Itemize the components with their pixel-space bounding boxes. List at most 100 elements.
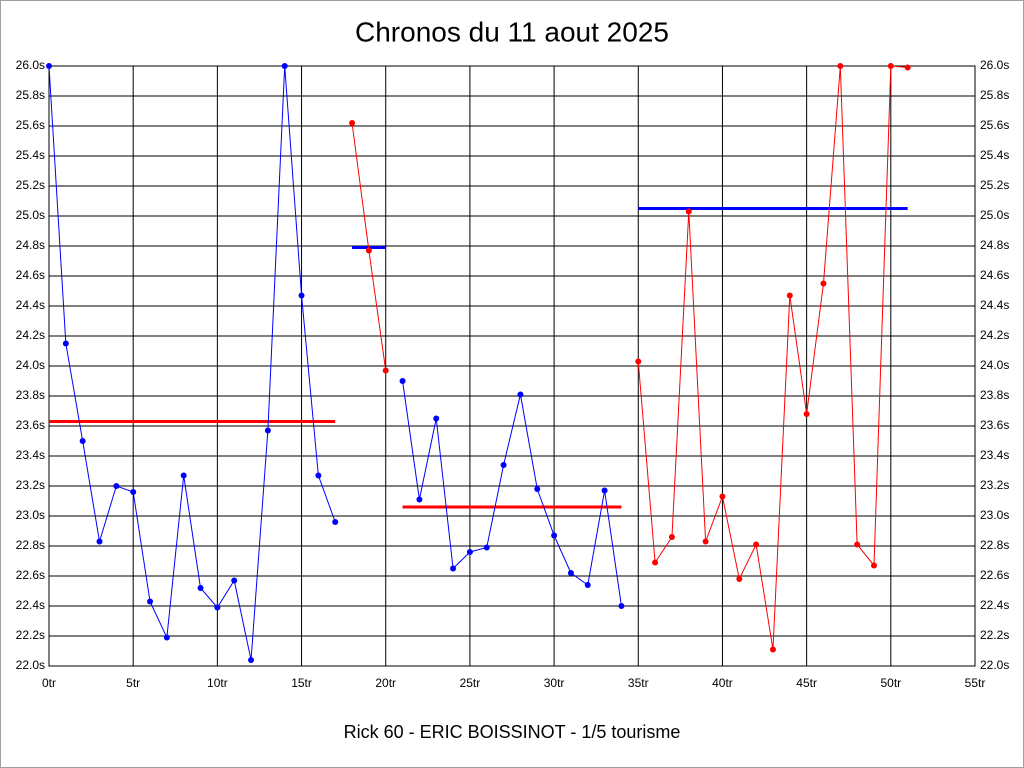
- point: [62, 340, 69, 347]
- x-tick-label: 0tr: [42, 676, 56, 690]
- y-tick-label: 26.0s: [16, 58, 45, 72]
- point: [332, 519, 339, 525]
- x-tick-label: 35tr: [628, 676, 649, 690]
- y2-tick-label: 23.8s: [980, 388, 1009, 402]
- y-tick-label: 22.0s: [16, 658, 45, 672]
- point: [298, 292, 305, 299]
- y-tick-label: 24.2s: [16, 328, 45, 342]
- point: [803, 411, 810, 417]
- y-tick-label: 24.6s: [16, 268, 45, 282]
- point: [635, 358, 642, 365]
- y-tick-label: 22.8s: [16, 538, 45, 552]
- y2-tick-label: 25.6s: [980, 118, 1009, 132]
- y2-tick-label: 22.2s: [980, 628, 1009, 642]
- y-tick-label: 22.4s: [16, 598, 45, 612]
- point: [180, 472, 187, 479]
- y2-tick-label: 24.8s: [980, 238, 1009, 252]
- y2-tick-label: 24.2s: [980, 328, 1009, 342]
- point: [702, 538, 709, 545]
- point: [601, 487, 608, 494]
- point: [214, 604, 221, 611]
- point: [820, 280, 827, 287]
- point: [79, 438, 86, 444]
- y-tick-label: 22.6s: [16, 568, 45, 582]
- x-axis-label: Rick 60 - ERIC BOISSINOT - 1/5 tourisme: [344, 722, 681, 742]
- point: [450, 565, 457, 572]
- point: [281, 63, 288, 69]
- y2-tick-label: 23.6s: [980, 418, 1009, 432]
- point: [736, 576, 743, 582]
- y2-tick-label: 26.0s: [980, 58, 1009, 72]
- x-tick-label: 55tr: [965, 676, 986, 690]
- point: [96, 538, 103, 545]
- y2-tick-label: 22.0s: [980, 658, 1009, 672]
- point: [264, 427, 271, 434]
- y2-tick-label: 24.4s: [980, 298, 1009, 312]
- point: [349, 120, 356, 126]
- plot-border: [48, 65, 976, 667]
- y-tick-label: 23.4s: [16, 448, 45, 462]
- point: [399, 378, 406, 384]
- y2-tick-label: 25.2s: [980, 178, 1009, 192]
- x-tick-label: 45tr: [796, 676, 817, 690]
- point: [567, 570, 574, 576]
- x-tick-label: 50tr: [880, 676, 901, 690]
- point: [416, 496, 423, 503]
- y2-tick-label: 23.0s: [980, 508, 1009, 522]
- point: [551, 532, 558, 539]
- point: [719, 493, 726, 500]
- point: [500, 462, 507, 468]
- point: [197, 585, 204, 591]
- y2-tick-label: 24.0s: [980, 358, 1009, 372]
- point: [46, 63, 52, 69]
- point: [887, 63, 894, 69]
- x-tick-label: 10tr: [207, 676, 228, 690]
- y-tick-label: 25.8s: [16, 88, 45, 102]
- point: [534, 486, 541, 492]
- point: [231, 577, 238, 584]
- point: [365, 247, 372, 254]
- point: [315, 472, 322, 479]
- y2-tick-label: 22.6s: [980, 568, 1009, 582]
- point: [786, 292, 793, 299]
- point: [382, 367, 389, 374]
- point: [668, 534, 675, 540]
- y-tick-label: 25.6s: [16, 118, 45, 132]
- y-tick-label: 23.0s: [16, 508, 45, 522]
- point: [652, 559, 659, 566]
- point: [904, 64, 911, 71]
- y2-tick-label: 22.4s: [980, 598, 1009, 612]
- point: [130, 489, 137, 495]
- point: [854, 541, 861, 548]
- point: [870, 562, 877, 569]
- x-tick-label: 30tr: [544, 676, 565, 690]
- x-tick-label: 5tr: [126, 676, 140, 690]
- point: [248, 657, 255, 663]
- point: [837, 63, 844, 69]
- point: [147, 598, 154, 605]
- point: [685, 208, 692, 215]
- point: [517, 391, 524, 398]
- y-tick-label: 24.8s: [16, 238, 45, 252]
- point: [769, 646, 776, 653]
- point: [753, 541, 760, 548]
- y-tick-label: 23.6s: [16, 418, 45, 432]
- series-line: [402, 380, 622, 607]
- y-tick-label: 24.4s: [16, 298, 45, 312]
- y-tick-label: 25.4s: [16, 148, 45, 162]
- y-tick-label: 23.2s: [16, 478, 45, 492]
- y2-tick-label: 23.4s: [980, 448, 1009, 462]
- y2-tick-label: 25.4s: [980, 148, 1009, 162]
- y-tick-label: 24.0s: [16, 358, 45, 372]
- point: [584, 582, 591, 588]
- x-tick-label: 15tr: [291, 676, 312, 690]
- y-tick-label: 25.2s: [16, 178, 45, 192]
- y-tick-label: 25.0s: [16, 208, 45, 222]
- point: [163, 634, 170, 641]
- chart-title: Chronos du 11 aout 2025: [355, 16, 669, 47]
- y2-tick-label: 23.2s: [980, 478, 1009, 492]
- y2-tick-label: 25.8s: [980, 88, 1009, 102]
- y2-tick-label: 22.8s: [980, 538, 1009, 552]
